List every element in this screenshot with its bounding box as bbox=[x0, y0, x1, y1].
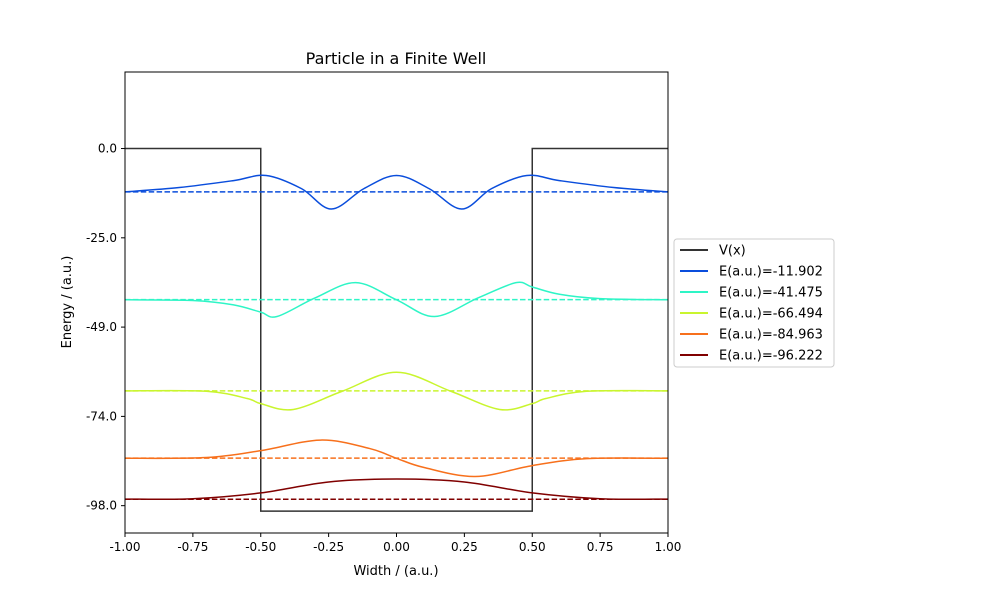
plot-area bbox=[124, 147, 669, 512]
x-axis: -1.00 -0.75 -0.50 -0.25 0.00 0.25 0.50 0.75 1.00 bbox=[109, 533, 681, 554]
potential-line bbox=[125, 147, 668, 512]
legend-label: V(x) bbox=[719, 244, 746, 259]
plot-frame bbox=[124, 71, 669, 534]
x-tick-label: 0.25 bbox=[451, 540, 478, 554]
y-tick-label: -25.0 bbox=[86, 231, 117, 245]
wavefunction-line-2 bbox=[124, 281, 669, 318]
legend-label: E(a.u.)=-41.475 bbox=[719, 286, 823, 301]
legend-label: E(a.u.)=-96.222 bbox=[719, 349, 823, 364]
wavefunction-line-1 bbox=[124, 174, 669, 210]
y-tick-label: 0.0 bbox=[98, 142, 117, 156]
x-tick-label: -0.50 bbox=[245, 540, 276, 554]
x-tick-label: -0.25 bbox=[313, 540, 344, 554]
x-tick-label: 1.00 bbox=[655, 540, 682, 554]
y-tick-label: -98.0 bbox=[86, 499, 117, 513]
legend-label: E(a.u.)=-66.494 bbox=[719, 307, 823, 322]
wavefunction-line-5 bbox=[124, 478, 669, 501]
wavefunction-line-3 bbox=[124, 371, 669, 411]
x-tick-label: 0.75 bbox=[587, 540, 614, 554]
x-axis-label: Width / (a.u.) bbox=[353, 564, 438, 579]
legend: V(x) E(a.u.)=-11.902 E(a.u.)=-41.475 E(a.u.… bbox=[673, 238, 835, 368]
legend-label: E(a.u.)=-84.963 bbox=[719, 328, 823, 343]
y-tick-label: -49.0 bbox=[86, 320, 117, 334]
legend-box bbox=[673, 238, 835, 368]
y-axis: 0.0 -25.0 -49.0 -74.0 -98.0 bbox=[86, 142, 125, 513]
x-tick-label: 0.50 bbox=[519, 540, 546, 554]
y-axis-label: Energy / (a.u.) bbox=[60, 256, 75, 349]
x-tick-label: -1.00 bbox=[109, 540, 140, 554]
wavefunction-line-4 bbox=[124, 439, 669, 478]
chart-title: Particle in a Finite Well bbox=[306, 49, 487, 68]
y-tick-label: -74.0 bbox=[86, 409, 117, 423]
x-tick-label: -0.75 bbox=[177, 540, 208, 554]
legend-label: E(a.u.)=-11.902 bbox=[719, 265, 823, 280]
x-tick-label: 0.00 bbox=[383, 540, 410, 554]
